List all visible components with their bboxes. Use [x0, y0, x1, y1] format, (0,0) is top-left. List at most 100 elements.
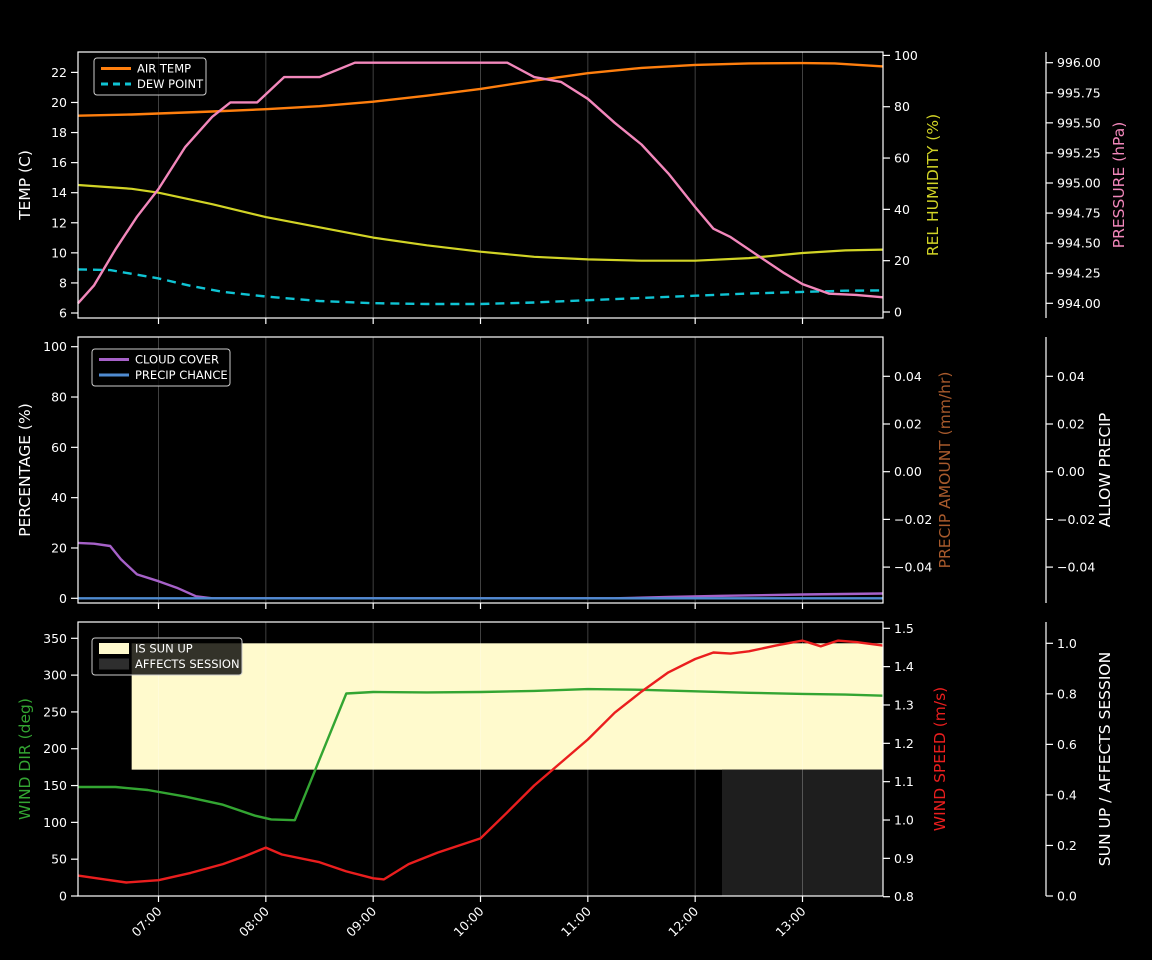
tick-label: 994.50: [1057, 236, 1101, 251]
legend-box: [91, 637, 243, 676]
tick-label: 0.9: [894, 851, 914, 866]
tick-label: 8: [59, 275, 67, 290]
tick-label: 995.50: [1057, 115, 1101, 130]
precip_amount-axis: −0.04 −0.02 0.00 0.02 0.04 PRECIP AMOUNT (mm/…: [883, 369, 954, 575]
legend-label: CLOUD COVER: [135, 353, 219, 367]
tick-label: 995.00: [1057, 176, 1101, 191]
tick-label: 994.25: [1057, 266, 1101, 281]
legend-label: DEW POINT: [137, 77, 204, 91]
humidity-axis-label: REL HUMIDITY (%): [924, 114, 942, 256]
tick-label: 40: [51, 490, 67, 505]
hour-gridlines: [158, 622, 803, 896]
legend-sample-1: [99, 658, 129, 670]
cloud-cover-line: [77, 541, 884, 600]
tick-label: 60: [51, 440, 67, 455]
tick-label: 0: [894, 305, 902, 320]
tick-label: 100: [43, 339, 67, 354]
tick-label: 1.5: [894, 621, 914, 636]
tick-label: 0.6: [1057, 737, 1077, 752]
air-temp-line: [77, 61, 884, 117]
tick-label: 0.8: [894, 889, 914, 904]
affects-session-region: [722, 769, 883, 896]
panel-wind-sun: 07:00 08:00 09:00 10:00 11:00 12:00 13:0005010…: [16, 621, 1114, 940]
x-tick-marks: [157, 318, 804, 324]
tick-label: 0: [59, 889, 67, 904]
temp-axis-label: TEMP (C): [16, 150, 34, 221]
x-tick-marks: [157, 603, 804, 609]
tick-label: 1.0: [1057, 636, 1077, 651]
tick-label: −0.02: [1057, 512, 1095, 527]
tick-label: 20: [894, 253, 910, 268]
tick-label: 0.00: [1057, 464, 1085, 479]
pressure-line: [77, 61, 884, 305]
tick-label: 0.00: [894, 464, 922, 479]
tick-label: −0.04: [1057, 560, 1095, 575]
sun-axis: 0.0 0.2 0.4 0.6 0.8 1.0 SUN UP / AFFECTS SESSI…: [1045, 622, 1114, 904]
tick-label: 6: [59, 306, 67, 321]
tick-label: 50: [51, 852, 67, 867]
tick-label: 14: [51, 185, 67, 200]
tick-label: 0.0: [1057, 889, 1077, 904]
wind_speed-axis-label: WIND SPEED (m/s): [931, 687, 949, 831]
tick-label: 994.75: [1057, 206, 1101, 221]
x-tick-marks: [157, 896, 804, 902]
tick-label: 0.02: [1057, 417, 1085, 432]
tick-label: 0.04: [1057, 369, 1085, 384]
tick-label: 0.02: [894, 417, 922, 432]
dew-point-line: [77, 268, 884, 306]
temp-axis: 6 8 10 12 14 16 18 20 22 TEMP (C): [16, 65, 78, 321]
tick-label: 22: [51, 65, 67, 80]
tick-label: 994.00: [1057, 296, 1101, 311]
wind_dir-axis: 0 50 100 150 200 250 300 350 WIND DIR (deg): [16, 631, 78, 904]
tick-label: 20: [51, 540, 67, 555]
hour-gridlines: [158, 337, 803, 603]
tick-label: 16: [51, 155, 67, 170]
percentage-axis: 0 20 40 60 80 100 PERCENTAGE (%): [16, 339, 78, 606]
precip_amount-axis-label: PRECIP AMOUNT (mm/hr): [936, 372, 954, 569]
panel-cloud-precip: 0 20 40 60 80 100 PERCENTAGE (%) −0.04 −0.02 0.00…: [16, 336, 1114, 609]
legend-label: PRECIP CHANCE: [135, 368, 228, 382]
pressure-axis: 994.00 994.25 994.50 994.75 995.00 995.25 995.…: [1045, 52, 1128, 318]
tick-label: −0.02: [894, 512, 932, 527]
tick-label: 1.2: [894, 736, 914, 751]
tick-label: 150: [43, 778, 67, 793]
tick-label: 40: [894, 202, 910, 217]
tick-label: 0: [59, 591, 67, 606]
tick-label: 100: [894, 48, 918, 63]
rel-humidity-line: [77, 183, 884, 262]
tick-label: 995.75: [1057, 85, 1101, 100]
wind_dir-axis-label: WIND DIR (deg): [16, 698, 34, 820]
tick-label: 200: [43, 741, 67, 756]
tick-label: −0.04: [894, 560, 932, 575]
legend-label: IS SUN UP: [135, 642, 193, 656]
tick-label: 10: [51, 245, 67, 260]
wind-dir-line: [78, 687, 884, 822]
tick-label: 60: [894, 151, 910, 166]
tick-label: 18: [51, 125, 67, 140]
tick-label: 0.8: [1057, 686, 1077, 701]
tick-label: 350: [43, 631, 67, 646]
panel-temperature-humidity-pressure: 6 8 10 12 14 16 18 20 22 TEMP (C) 0 20 40 60 80 100 REL …: [16, 48, 1128, 324]
tick-label: 1.1: [894, 774, 914, 789]
allow_precip-axis-label: ALLOW PRECIP: [1096, 413, 1114, 527]
percentage-axis-label: PERCENTAGE (%): [16, 403, 34, 537]
tick-label: 12: [51, 215, 67, 230]
tick-label: 80: [51, 390, 67, 405]
tick-label: 0.2: [1057, 838, 1077, 853]
tick-label: 1.3: [894, 697, 914, 712]
allow_precip-axis: −0.04 −0.02 0.00 0.02 0.04 ALLOW PRECIP: [1045, 337, 1114, 603]
hour-gridlines: [158, 52, 803, 318]
legend-sample-0: [99, 643, 129, 654]
tick-label: 20: [51, 95, 67, 110]
tick-label: 0.4: [1057, 787, 1077, 802]
tick-label: 1.0: [894, 813, 914, 828]
tick-label: 1.4: [894, 659, 914, 674]
tick-label: 100: [43, 815, 67, 830]
sun-up-region: [131, 643, 883, 770]
humidity-axis: 0 20 40 60 80 100 REL HUMIDITY (%): [883, 48, 942, 320]
wind_speed-axis: 0.8 0.9 1.0 1.1 1.2 1.3 1.4 1.5 WIND SPEED (m/s): [883, 621, 949, 904]
